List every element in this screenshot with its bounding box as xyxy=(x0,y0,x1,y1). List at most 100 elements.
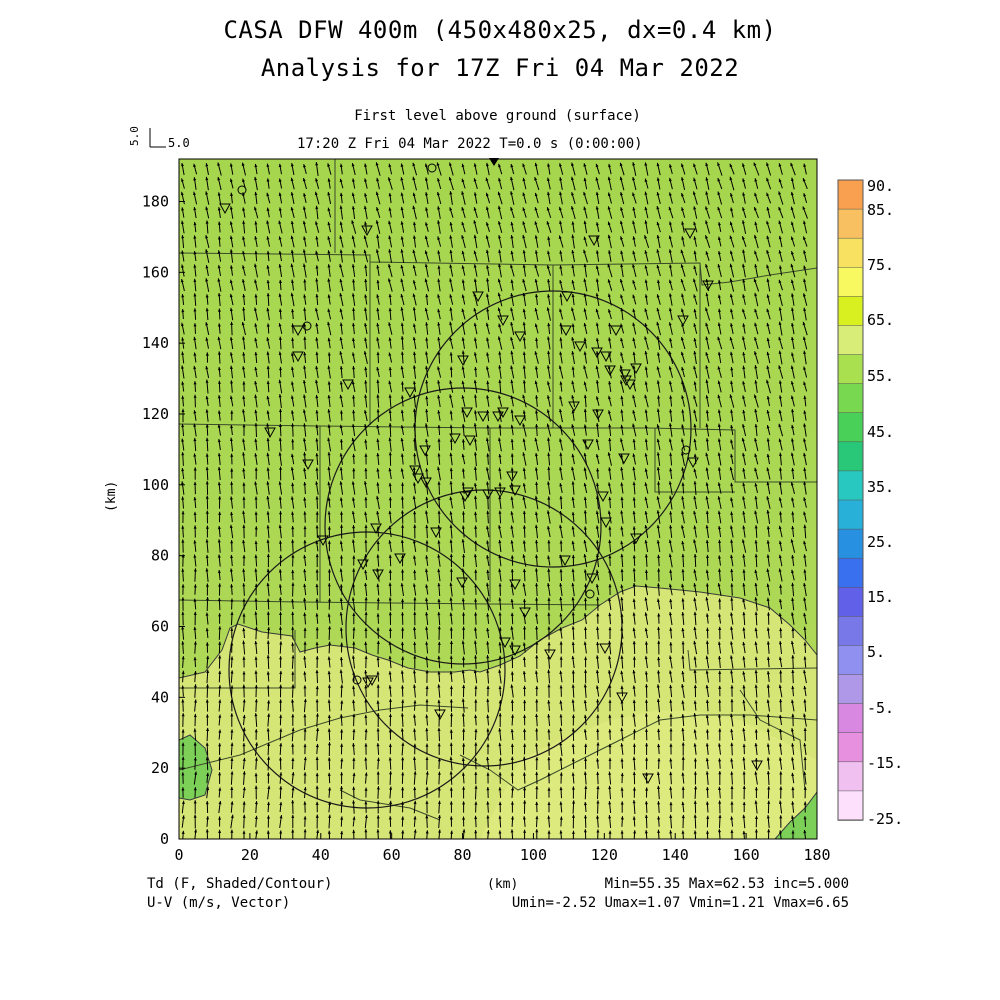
wind-vector-head xyxy=(315,814,319,818)
wind-vector-head xyxy=(559,511,563,515)
wind-vector-head xyxy=(510,395,514,399)
wind-vector-head xyxy=(596,742,600,746)
wind-vector-head xyxy=(510,424,514,429)
wind-vector-head xyxy=(218,743,222,747)
wind-vector-head xyxy=(328,598,331,602)
wind-vector-head xyxy=(790,640,794,645)
wind-vector-head xyxy=(474,785,478,789)
wind-vector-head xyxy=(327,555,331,559)
wind-vector-head xyxy=(583,408,587,413)
wind-vector-head xyxy=(352,366,356,370)
wind-vector-head xyxy=(607,176,611,181)
wind-vector-head xyxy=(400,425,404,429)
station-triangle xyxy=(616,692,628,704)
wind-vector-head xyxy=(437,466,441,471)
wind-vector-head xyxy=(620,482,624,486)
wind-vector-head xyxy=(754,700,758,704)
wind-vector-head xyxy=(559,351,563,355)
wind-vector-head xyxy=(351,381,355,385)
wind-vector-head xyxy=(522,452,526,456)
wind-vector-head xyxy=(595,510,599,515)
wind-vector-head xyxy=(522,308,526,313)
wind-vector-head xyxy=(741,220,745,224)
wind-vector-head xyxy=(193,540,197,544)
wind-vector-head xyxy=(778,613,782,617)
wind-vector-head xyxy=(510,612,514,616)
wind-vector-head xyxy=(510,496,514,500)
wind-vector-head xyxy=(608,584,612,588)
wind-vector-head xyxy=(486,525,489,530)
wind-vector-head xyxy=(705,220,708,224)
wind-vector-head xyxy=(803,801,807,805)
wind-vector-head xyxy=(632,220,636,224)
wind-vector-head xyxy=(425,468,429,472)
wind-vector-head xyxy=(535,540,539,544)
wind-vector-head xyxy=(351,424,355,428)
wind-vector-head xyxy=(461,598,465,602)
wind-vector-head xyxy=(596,728,600,732)
wind-vector-head xyxy=(790,381,794,385)
wind-vector-head xyxy=(401,757,405,761)
wind-vector-head xyxy=(498,801,502,805)
wind-vector-head xyxy=(486,582,489,587)
wind-vector-head xyxy=(474,540,478,544)
wind-vector-head xyxy=(229,365,233,369)
wind-vector-head xyxy=(632,466,636,471)
wind-vector-head xyxy=(388,235,392,239)
wind-vector-head xyxy=(742,583,746,587)
wind-vector-head xyxy=(450,830,454,834)
station-triangle xyxy=(514,415,526,427)
wind-vector-head xyxy=(657,352,660,356)
wind-vector-head xyxy=(583,177,587,182)
wind-vector-head xyxy=(803,554,807,558)
wind-vector-head xyxy=(327,772,331,776)
wind-vector-head xyxy=(742,192,746,196)
wind-vector-head xyxy=(303,728,307,732)
wind-vector-head xyxy=(339,467,343,471)
wind-vector-head xyxy=(803,524,807,528)
wind-vector-head xyxy=(425,452,429,457)
wind-vector-head xyxy=(388,743,392,747)
wind-vector-head xyxy=(376,307,380,312)
wind-vector-head xyxy=(327,221,331,226)
wind-vector-head xyxy=(583,467,587,471)
wind-vector-head xyxy=(388,409,392,414)
wind-vector-head xyxy=(547,526,550,530)
wind-vector-head xyxy=(254,598,258,602)
wind-vector-head xyxy=(400,265,404,269)
wind-vector-head xyxy=(462,743,466,747)
wind-vector-head xyxy=(425,641,429,645)
wind-vector-head xyxy=(242,640,246,644)
wind-vector-head xyxy=(328,814,332,818)
wind-vector-head xyxy=(717,251,721,255)
wind-vector-head xyxy=(742,714,746,718)
wind-vector-head xyxy=(608,743,612,748)
wind-vector-head xyxy=(425,685,429,689)
wind-vector-head xyxy=(644,235,647,239)
wind-vector-head xyxy=(485,162,489,167)
wind-vector-head xyxy=(766,396,770,400)
wind-vector-head xyxy=(413,626,417,631)
wind-vector-head xyxy=(498,772,502,776)
wind-vector-head xyxy=(412,235,416,239)
wind-vector-head xyxy=(229,235,233,240)
wind-vector-head xyxy=(229,352,233,356)
wind-vector-head xyxy=(620,772,624,777)
wind-vector-head xyxy=(449,496,453,501)
wind-vector-head xyxy=(510,235,514,239)
wind-vector-head xyxy=(388,525,392,530)
wind-vector-head xyxy=(315,265,319,269)
wind-vector-head xyxy=(193,497,197,501)
wind-vector-head xyxy=(547,452,551,456)
wind-vector-head xyxy=(571,554,575,559)
wind-vector-head xyxy=(217,265,221,269)
wind-vector-head xyxy=(401,816,405,820)
wind-vector-head xyxy=(608,381,612,385)
wind-vector-head xyxy=(266,265,270,269)
wind-vector-head xyxy=(790,177,794,181)
wind-vector-head xyxy=(705,510,709,514)
station-triangle xyxy=(702,280,714,292)
wind-vector-head xyxy=(217,293,221,297)
wind-vector-head xyxy=(193,365,197,370)
wind-vector-head xyxy=(510,264,513,268)
